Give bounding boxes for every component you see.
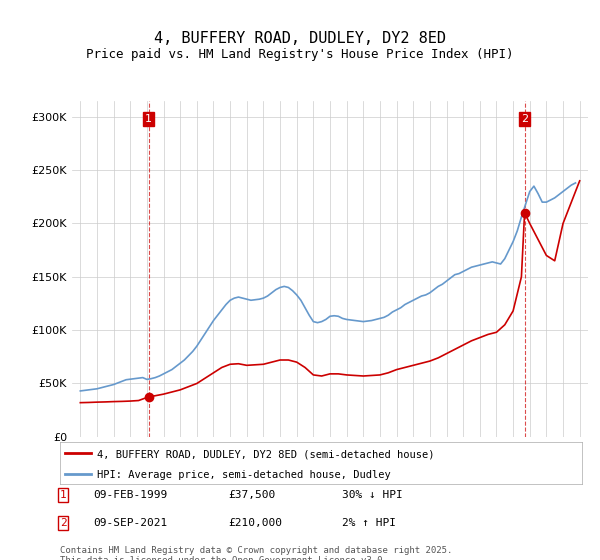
Text: £37,500: £37,500: [228, 490, 275, 500]
Text: 1: 1: [145, 114, 152, 124]
Text: 09-FEB-1999: 09-FEB-1999: [93, 490, 167, 500]
Text: 2% ↑ HPI: 2% ↑ HPI: [342, 518, 396, 528]
Text: £210,000: £210,000: [228, 518, 282, 528]
Text: 30% ↓ HPI: 30% ↓ HPI: [342, 490, 403, 500]
Text: 1: 1: [60, 490, 67, 500]
Text: 2: 2: [60, 518, 67, 528]
Text: 2: 2: [521, 114, 528, 124]
Text: 4, BUFFERY ROAD, DUDLEY, DY2 8ED (semi-detached house): 4, BUFFERY ROAD, DUDLEY, DY2 8ED (semi-d…: [97, 449, 434, 459]
Text: 4, BUFFERY ROAD, DUDLEY, DY2 8ED: 4, BUFFERY ROAD, DUDLEY, DY2 8ED: [154, 31, 446, 46]
Text: HPI: Average price, semi-detached house, Dudley: HPI: Average price, semi-detached house,…: [97, 470, 390, 480]
Text: 09-SEP-2021: 09-SEP-2021: [93, 518, 167, 528]
Text: Contains HM Land Registry data © Crown copyright and database right 2025.
This d: Contains HM Land Registry data © Crown c…: [60, 546, 452, 560]
Text: Price paid vs. HM Land Registry's House Price Index (HPI): Price paid vs. HM Land Registry's House …: [86, 48, 514, 60]
